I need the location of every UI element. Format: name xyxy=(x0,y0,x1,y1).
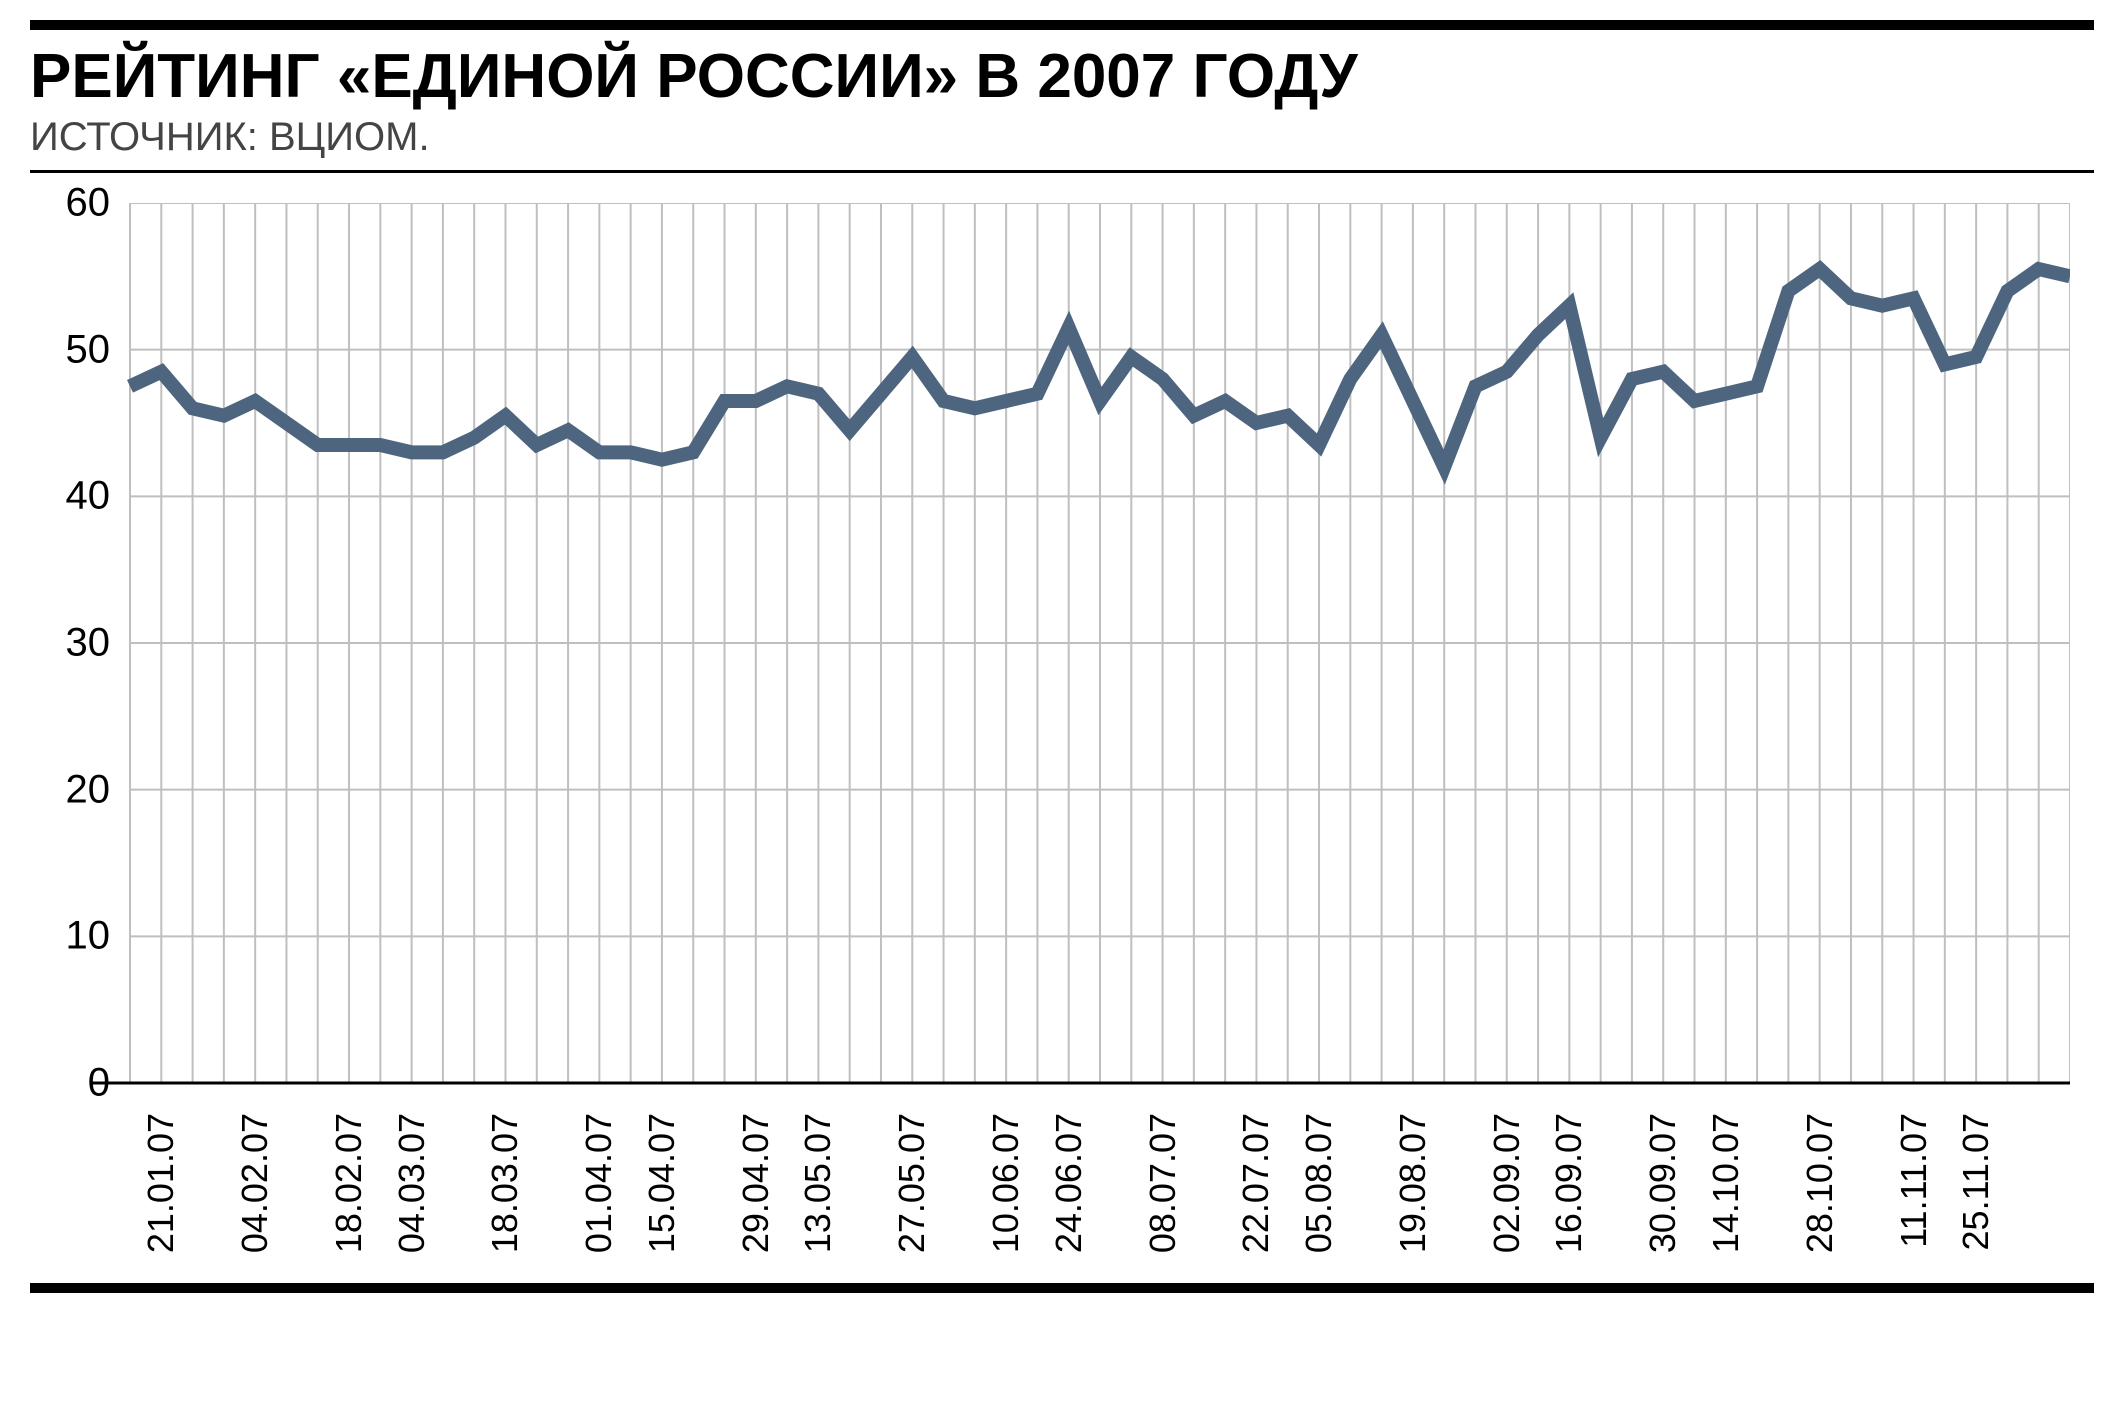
y-tick-label: 60 xyxy=(30,181,110,226)
x-tick-label: 18.03.07 xyxy=(484,1113,526,1253)
x-tick-label: 04.02.07 xyxy=(234,1113,276,1253)
y-tick-label: 20 xyxy=(30,767,110,812)
x-tick-label: 27.05.07 xyxy=(891,1113,933,1253)
chart-plot-area: 010203040506021.01.0704.02.0718.02.0704.… xyxy=(30,203,2070,1283)
x-tick-label: 10.06.07 xyxy=(985,1113,1027,1253)
y-tick-label: 10 xyxy=(30,914,110,959)
y-tick-label: 30 xyxy=(30,621,110,666)
bottom-rule xyxy=(30,1283,2094,1293)
y-tick-label: 40 xyxy=(30,474,110,519)
x-tick-label: 15.04.07 xyxy=(641,1113,683,1253)
x-tick-label: 14.10.07 xyxy=(1705,1113,1747,1253)
x-tick-label: 08.07.07 xyxy=(1142,1113,1184,1253)
x-tick-label: 04.03.07 xyxy=(391,1113,433,1253)
x-tick-label: 05.08.07 xyxy=(1298,1113,1340,1253)
chart-subtitle: ИСТОЧНИК: ВЦИОМ. xyxy=(30,115,2094,160)
chart-title: РЕЙТИНГ «ЕДИНОЙ РОССИИ» В 2007 ГОДУ xyxy=(30,44,2094,109)
x-tick-label: 21.01.07 xyxy=(140,1113,182,1253)
y-tick-label: 0 xyxy=(30,1061,110,1106)
top-rule xyxy=(30,20,2094,30)
x-tick-label: 13.05.07 xyxy=(797,1113,839,1253)
x-tick-label: 30.09.07 xyxy=(1642,1113,1684,1253)
x-tick-label: 01.04.07 xyxy=(578,1113,620,1253)
x-tick-label: 19.08.07 xyxy=(1392,1113,1434,1253)
x-tick-label: 16.09.07 xyxy=(1548,1113,1590,1253)
x-tick-label: 02.09.07 xyxy=(1486,1113,1528,1253)
x-tick-label: 18.02.07 xyxy=(328,1113,370,1253)
x-tick-label: 22.07.07 xyxy=(1235,1113,1277,1253)
x-tick-label: 24.06.07 xyxy=(1048,1113,1090,1253)
x-tick-label: 29.04.07 xyxy=(735,1113,777,1253)
header-rule xyxy=(30,170,2094,173)
x-tick-label: 28.10.07 xyxy=(1799,1113,1841,1253)
chart-container: РЕЙТИНГ «ЕДИНОЙ РОССИИ» В 2007 ГОДУ ИСТО… xyxy=(0,0,2124,1414)
x-tick-label: 25.11.07 xyxy=(1955,1113,1997,1250)
y-tick-label: 50 xyxy=(30,327,110,372)
x-tick-label: 11.11.07 xyxy=(1893,1113,1935,1248)
